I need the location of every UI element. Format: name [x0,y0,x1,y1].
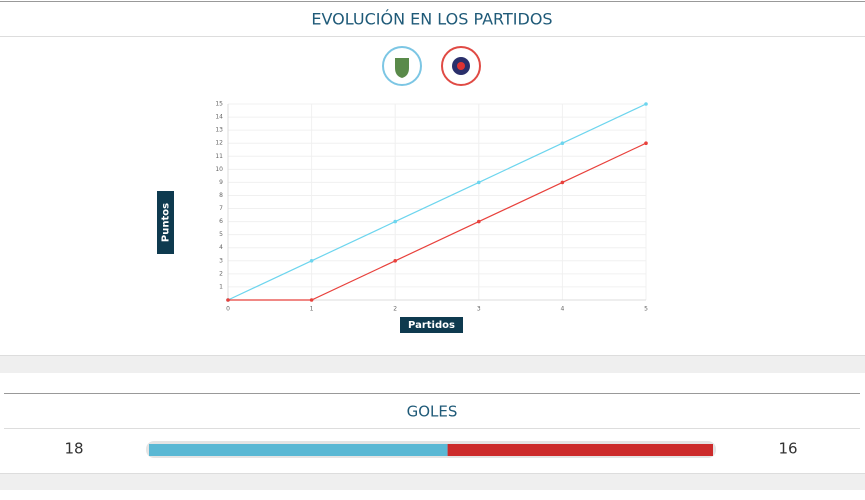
data-point [644,102,648,106]
home-bar [149,444,448,456]
y-label-box [157,191,174,254]
x-tick-label: 5 [644,306,648,313]
y-tick-label: 4 [219,244,223,251]
away-goals: 16 [778,440,797,458]
data-point [226,298,230,302]
goles-title: GOLES [407,403,458,421]
x-axis-label: Partidos [408,320,455,331]
y-tick-label: 12 [215,140,223,147]
data-point [309,259,314,263]
y-tick-label: 7 [219,205,223,212]
y-tick-label: 3 [219,257,223,264]
y-tick-label: 1 [219,283,223,290]
data-point [560,141,565,145]
x-tick-label: 1 [310,306,314,313]
data-point [644,141,648,145]
x-tick-label: 3 [477,306,481,313]
team-icon[interactable] [382,46,422,86]
y-tick-label: 2 [219,270,223,277]
y-tick-label: 11 [215,153,223,160]
section-title: EVOLUCIÓN EN LOS PARTIDOS [311,10,552,29]
series-line [228,142,647,301]
y-axis-label: Puntos [161,203,172,242]
y-tick-label: 9 [219,179,223,186]
x-tick-label: 4 [560,306,564,313]
spacer [0,473,865,490]
data-point [560,180,565,185]
goals-bar [149,444,713,456]
x-tick-label: 0 [226,306,230,313]
y-tick-label: 15 [215,101,223,108]
x-tick-label: 2 [393,306,397,313]
data-point [477,180,481,185]
y-tick-label: 13 [215,127,223,134]
data-point [477,219,481,224]
y-tick-label: 6 [219,218,223,225]
data-point [393,259,398,263]
y-tick-label: 14 [215,114,223,121]
spacer [0,355,865,373]
data-point [393,219,398,224]
series-line [227,103,647,301]
home-goals: 18 [64,440,83,458]
data-point [309,298,314,302]
y-tick-label: 10 [215,166,223,173]
x-label-box [400,317,463,333]
y-tick-label: 5 [219,231,223,238]
away-bar [447,444,713,456]
team-icon[interactable] [441,46,481,86]
y-tick-label: 8 [219,192,223,199]
